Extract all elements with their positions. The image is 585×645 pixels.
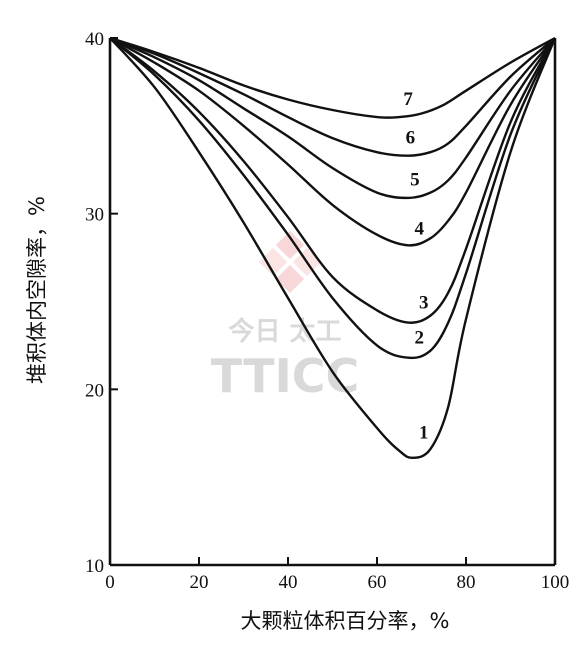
curve-4: [109, 36, 556, 247]
watermark-line2: TTICC: [211, 349, 359, 403]
curve-label-6: 6: [406, 127, 416, 148]
x-tick-label: 40: [279, 572, 298, 593]
curve-label-1: 1: [419, 423, 429, 444]
curve-label-3: 3: [419, 293, 429, 314]
x-ticks: 0 20 40 60 80 100: [105, 557, 569, 593]
curve-3: [109, 37, 557, 324]
y-tick-label: 40: [85, 29, 104, 50]
curve-label-4: 4: [415, 219, 425, 240]
curves: [109, 36, 557, 460]
curve-label-5: 5: [410, 170, 420, 191]
curve-5: [109, 36, 556, 200]
x-tick-label: 20: [190, 572, 209, 593]
curve-1: [109, 37, 557, 460]
watermark-line1: 今日 太工: [228, 316, 341, 347]
y-tick-label: 10: [85, 556, 104, 577]
y-axis-title: 堆积体内空隙率，%: [25, 196, 49, 384]
y-tick-label: 20: [85, 380, 104, 401]
curve-6: [109, 36, 556, 157]
x-tick-label: 100: [541, 572, 570, 593]
curve-label-2: 2: [415, 328, 425, 349]
x-tick-label: 80: [457, 572, 476, 593]
curve-7: [109, 36, 556, 119]
x-tick-label: 60: [368, 572, 387, 593]
curve-2: [109, 37, 557, 360]
x-tick-label: 0: [105, 572, 115, 593]
curve-labels: 1 2 3 4 5 6 7: [403, 89, 428, 444]
curve-label-7: 7: [403, 89, 413, 110]
x-axis-title: 大颗粒体积百分率，%: [241, 609, 450, 633]
y-tick-label: 30: [85, 205, 104, 226]
y-ticks: 10 20 30 40: [85, 29, 118, 577]
axes: [108, 38, 557, 567]
